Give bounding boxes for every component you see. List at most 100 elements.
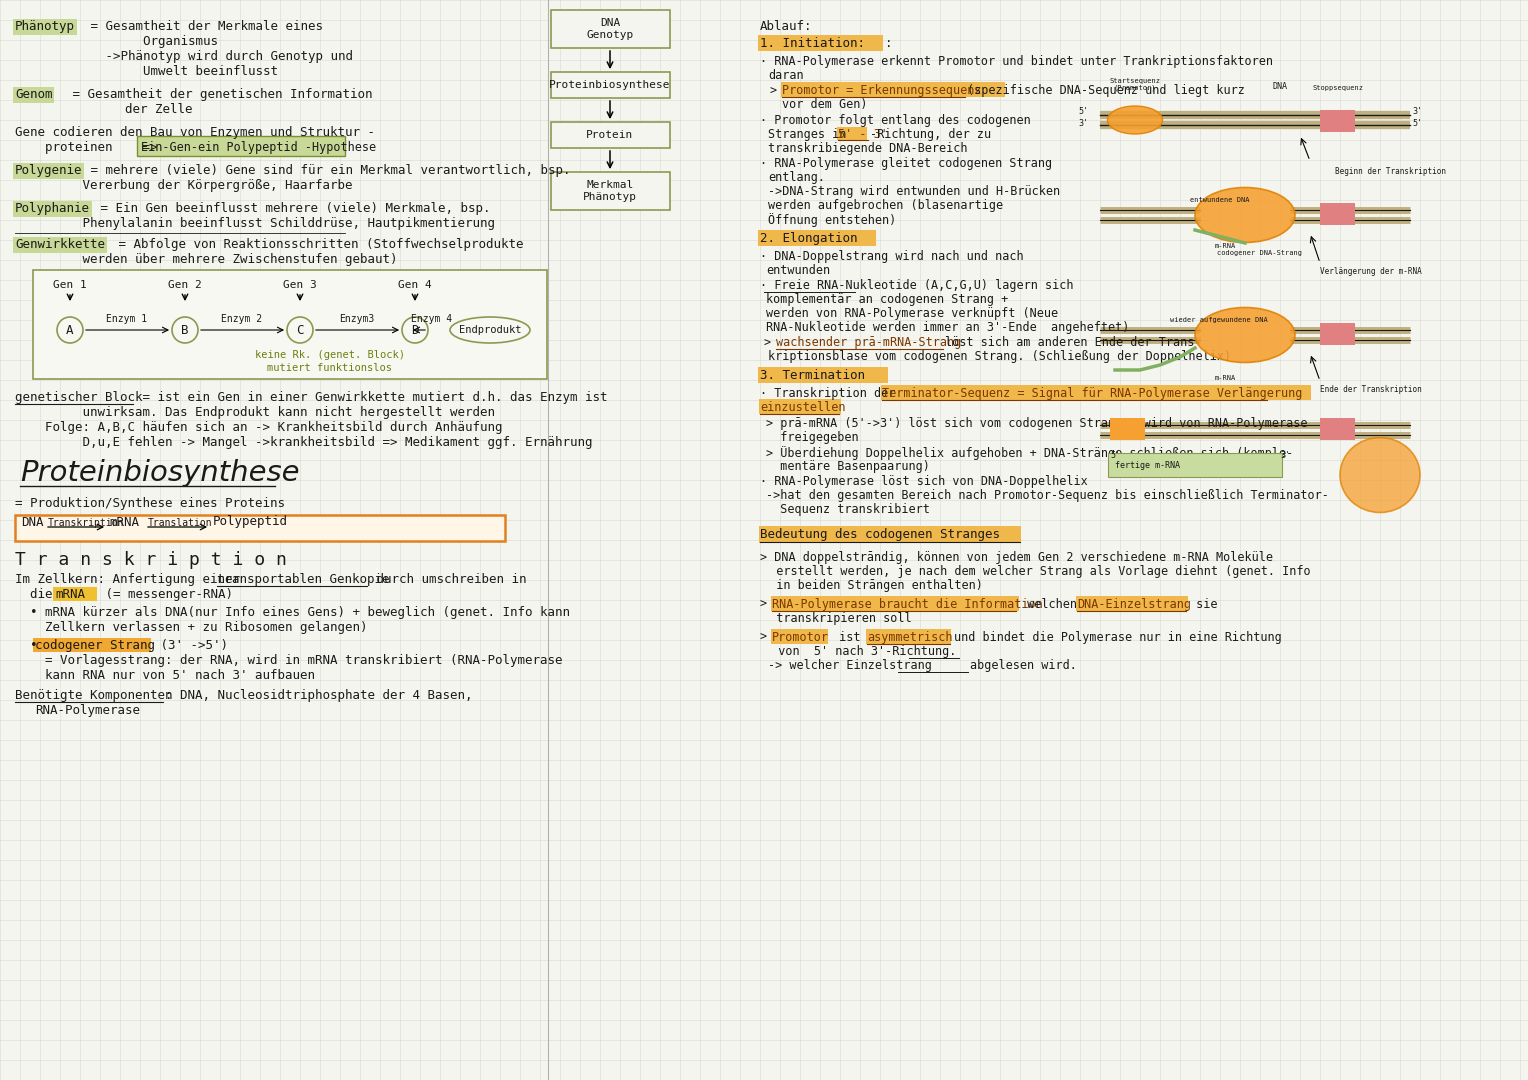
Text: Vererbung der Körpergröße, Haarfarbe: Vererbung der Körpergröße, Haarfarbe bbox=[15, 179, 353, 192]
Ellipse shape bbox=[1340, 437, 1420, 513]
FancyBboxPatch shape bbox=[1109, 418, 1144, 440]
Text: : DNA, Nucleosidtriphosphate der 4 Basen,: : DNA, Nucleosidtriphosphate der 4 Basen… bbox=[165, 689, 472, 702]
Text: A: A bbox=[66, 324, 73, 337]
Text: RNA-Polymerase braucht die Information: RNA-Polymerase braucht die Information bbox=[772, 598, 1042, 611]
FancyBboxPatch shape bbox=[552, 10, 669, 48]
FancyBboxPatch shape bbox=[772, 596, 1019, 611]
FancyBboxPatch shape bbox=[53, 588, 96, 600]
Text: der Zelle: der Zelle bbox=[66, 103, 193, 116]
FancyBboxPatch shape bbox=[1108, 453, 1282, 477]
Text: Bedeutung des codogenen Stranges: Bedeutung des codogenen Stranges bbox=[759, 528, 999, 541]
Text: >: > bbox=[770, 84, 784, 97]
Text: codogener Strang: codogener Strang bbox=[35, 639, 154, 652]
Text: >: > bbox=[759, 598, 767, 611]
Text: -Richtung, der zu: -Richtung, der zu bbox=[869, 129, 992, 141]
Text: 1. Initiation:: 1. Initiation: bbox=[759, 37, 865, 50]
Text: 3': 3' bbox=[1412, 107, 1423, 116]
Text: entwundene DNA: entwundene DNA bbox=[1190, 197, 1250, 203]
Text: vor dem Gen): vor dem Gen) bbox=[782, 98, 868, 111]
Ellipse shape bbox=[1195, 188, 1296, 243]
Text: > DNA doppelstrāndig, können von jedem Gen 2 verschiedene m-RNA Moleküle: > DNA doppelstrāndig, können von jedem G… bbox=[759, 551, 1273, 564]
Text: Phänotyp: Phänotyp bbox=[15, 21, 75, 33]
Text: kriptionsblase vom codogenen Strang. (Schließung der Doppelhelix): kriptionsblase vom codogenen Strang. (Sc… bbox=[769, 350, 1232, 363]
Text: = Ein Gen beeinflusst mehrere (viele) Merkmale, bsp.: = Ein Gen beeinflusst mehrere (viele) Me… bbox=[93, 202, 490, 215]
Text: RNA-Nukleotide werden immer an 3'-Ende  angeheftet): RNA-Nukleotide werden immer an 3'-Ende a… bbox=[766, 321, 1129, 334]
FancyBboxPatch shape bbox=[759, 526, 1021, 543]
Text: werden über mehrere Zwischenstufen gebaut): werden über mehrere Zwischenstufen gebau… bbox=[15, 253, 397, 266]
Text: löst sich am anderen Ende der Trans-: löst sich am anderen Ende der Trans- bbox=[944, 336, 1201, 349]
Text: Stranges in: Stranges in bbox=[769, 129, 854, 141]
Text: Translation: Translation bbox=[148, 518, 212, 528]
Text: freigegeben: freigegeben bbox=[766, 431, 859, 444]
FancyBboxPatch shape bbox=[552, 72, 669, 98]
Text: = Abfolge von Reaktionsschritten (Stoffwechselprodukte: = Abfolge von Reaktionsschritten (Stoffw… bbox=[112, 238, 524, 251]
FancyBboxPatch shape bbox=[139, 139, 342, 153]
Text: DNA
Genotyp: DNA Genotyp bbox=[587, 18, 634, 40]
Text: DNA: DNA bbox=[21, 515, 43, 528]
FancyBboxPatch shape bbox=[552, 172, 669, 210]
Text: RNA-Polymerase: RNA-Polymerase bbox=[35, 704, 141, 717]
Text: genetischer Block: genetischer Block bbox=[15, 391, 142, 404]
Text: Umwelt beeinflusst: Umwelt beeinflusst bbox=[83, 65, 278, 78]
Text: Startsequenz
(Promotor): Startsequenz (Promotor) bbox=[1109, 78, 1160, 91]
Text: Gen 4: Gen 4 bbox=[399, 280, 432, 291]
Text: T r a n s k r i p t i o n: T r a n s k r i p t i o n bbox=[15, 551, 287, 569]
Text: kann RNA nur von 5' nach 3' aufbauen: kann RNA nur von 5' nach 3' aufbauen bbox=[15, 669, 315, 681]
Text: Beginn der Transkription: Beginn der Transkription bbox=[1335, 167, 1445, 176]
Text: 5' - 3': 5' - 3' bbox=[837, 129, 888, 141]
Text: >: > bbox=[764, 336, 778, 349]
Text: · Transkription der: · Transkription der bbox=[759, 387, 903, 400]
FancyBboxPatch shape bbox=[882, 384, 1311, 400]
Text: B: B bbox=[182, 324, 189, 337]
Text: = mehrere (viele) Gene sind für ein Merkmal verantwortlich, bsp.: = mehrere (viele) Gene sind für ein Merk… bbox=[83, 164, 570, 177]
Text: Protein: Protein bbox=[587, 130, 634, 140]
Text: codogener DNA-Strang: codogener DNA-Strang bbox=[1218, 249, 1302, 256]
Text: transkripieren soll: transkripieren soll bbox=[762, 612, 912, 625]
Text: Gen 2: Gen 2 bbox=[168, 280, 202, 291]
Text: Endprodukt: Endprodukt bbox=[458, 325, 521, 335]
FancyBboxPatch shape bbox=[1320, 110, 1355, 132]
Text: 5': 5' bbox=[1077, 107, 1088, 116]
Text: mRNA: mRNA bbox=[55, 588, 86, 600]
FancyBboxPatch shape bbox=[772, 629, 828, 644]
Text: die: die bbox=[31, 588, 60, 600]
FancyBboxPatch shape bbox=[34, 638, 151, 652]
Text: >: > bbox=[759, 631, 767, 644]
Text: erstellt werden, je nach dem welcher Strang als Vorlage diehnt (genet. Info: erstellt werden, je nach dem welcher Str… bbox=[762, 565, 1311, 578]
FancyBboxPatch shape bbox=[1320, 418, 1355, 440]
Text: Zellkern verlassen + zu Ribosomen gelangen): Zellkern verlassen + zu Ribosomen gelang… bbox=[15, 621, 368, 634]
FancyBboxPatch shape bbox=[758, 35, 883, 51]
Text: 2. Elongation: 2. Elongation bbox=[759, 232, 857, 245]
Text: in beiden Strāngen enthalten): in beiden Strāngen enthalten) bbox=[762, 579, 983, 592]
Text: sie: sie bbox=[1189, 598, 1218, 611]
Text: = ist ein Gen in einer Genwirkkette mutiert d.h. das Enzym ist: = ist ein Gen in einer Genwirkkette muti… bbox=[134, 391, 608, 404]
Text: > Überdiehung Doppelhelix aufgehoben + DNA-Stränge schließen sich (komple-: > Überdiehung Doppelhelix aufgehoben + D… bbox=[766, 446, 1293, 460]
Text: · Freie RNA-Nukleotide (A,C,G,U) lagern sich: · Freie RNA-Nukleotide (A,C,G,U) lagern … bbox=[759, 279, 1074, 292]
Text: = Vorlagesstrang: der RNA, wird in mRNA transkribiert (RNA-Polymerase: = Vorlagesstrang: der RNA, wird in mRNA … bbox=[15, 654, 562, 667]
Text: Stoppsequenz: Stoppsequenz bbox=[1313, 85, 1363, 91]
Text: ->DNA-Strang wird entwunden und H-Brücken: ->DNA-Strang wird entwunden und H-Brücke… bbox=[769, 185, 1060, 198]
Text: Im Zellkern: Anfertigung einer: Im Zellkern: Anfertigung einer bbox=[15, 573, 248, 586]
Text: 5': 5' bbox=[1109, 451, 1120, 460]
Text: keine Rk. (genet. Block): keine Rk. (genet. Block) bbox=[255, 350, 405, 360]
Text: Ende der Transkription: Ende der Transkription bbox=[1320, 384, 1421, 394]
Text: Polyphanie: Polyphanie bbox=[15, 202, 90, 215]
Text: Promotor = Erkennungssequenz: Promotor = Erkennungssequenz bbox=[782, 84, 981, 97]
Text: daran: daran bbox=[769, 69, 804, 82]
Text: unwirksam. Das Endprodukt kann nicht hergestellt werden: unwirksam. Das Endprodukt kann nicht her… bbox=[15, 406, 495, 419]
FancyBboxPatch shape bbox=[552, 122, 669, 148]
Text: Polygenie: Polygenie bbox=[15, 164, 83, 177]
Text: -> welcher Einzelstrang: -> welcher Einzelstrang bbox=[769, 659, 932, 672]
Text: proteinen    =>: proteinen => bbox=[15, 141, 165, 154]
Text: = Gesamtheit der genetischen Information: = Gesamtheit der genetischen Information bbox=[66, 87, 373, 102]
Text: ->Phänotyp wird durch Genotyp und: ->Phänotyp wird durch Genotyp und bbox=[83, 50, 353, 63]
Text: m-RNA: m-RNA bbox=[1215, 243, 1236, 249]
Text: Phenylalanin beeinflusst Schilddrüse, Hautpikmentierung: Phenylalanin beeinflusst Schilddrüse, Ha… bbox=[15, 217, 495, 230]
Text: mutiert funktionslos: mutiert funktionslos bbox=[267, 363, 393, 373]
Text: entwunden: entwunden bbox=[766, 264, 830, 276]
FancyBboxPatch shape bbox=[15, 515, 504, 541]
Text: Gene codieren den Bau von Enzymen und Struktur -: Gene codieren den Bau von Enzymen und St… bbox=[15, 126, 374, 139]
Text: > prā-mRNA (5'->3') löst sich vom codogenen Strang + wird von RNA-Polymerase: > prā-mRNA (5'->3') löst sich vom codoge… bbox=[766, 417, 1308, 430]
Text: wachsender prā-mRNA-Strang: wachsender prā-mRNA-Strang bbox=[776, 336, 961, 349]
Text: 3. Termination: 3. Termination bbox=[759, 369, 865, 382]
